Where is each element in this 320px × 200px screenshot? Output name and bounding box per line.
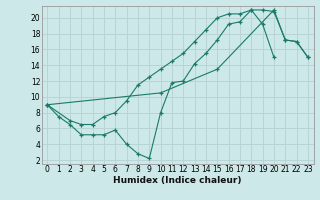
X-axis label: Humidex (Indice chaleur): Humidex (Indice chaleur): [113, 176, 242, 185]
